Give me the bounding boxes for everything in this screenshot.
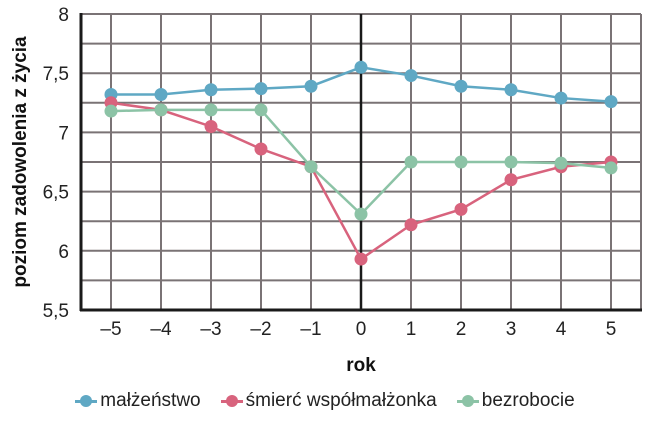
data-point [454,202,468,216]
legend-item-smierc-wspolmalzonka: śmierć współmałżonka [220,390,437,412]
y-tick-label: 6 [58,242,69,263]
data-point [554,156,568,170]
data-point [204,103,218,117]
x-axis-ticks: –5 –4 –3 –2 –1 0 1 2 3 4 5 [100,319,616,340]
series-markers [104,60,618,109]
x-tick-label: 4 [556,319,567,340]
data-point [604,95,618,109]
data-point [354,207,368,221]
data-point [454,79,468,93]
x-tick-label: 3 [506,319,517,340]
x-tick-label: 0 [356,319,367,340]
y-axis-ticks: 5,5 6 6,5 7 7,5 8 [43,5,69,322]
legend-label: małżeństwo [100,390,201,411]
data-point [254,142,268,156]
series-markers [104,103,618,221]
data-point [254,103,268,117]
x-tick-label: –2 [250,319,271,340]
x-tick-label: 1 [406,319,417,340]
x-axis-title: rok [346,355,376,376]
data-point [354,60,368,74]
line-dot-icon [75,394,98,408]
legend-label: bezrobocie [481,390,575,411]
x-tick-label: –1 [300,319,321,340]
data-series [104,60,618,266]
legend-label: śmierć współmałżonka [245,390,437,411]
x-tick-label: –3 [200,319,221,340]
y-tick-label: 6,5 [43,183,69,204]
x-tick-label: 5 [606,319,617,340]
data-point [304,79,318,93]
x-tick-label: –5 [100,319,121,340]
data-point [104,104,118,118]
y-tick-label: 8 [58,5,69,26]
legend-item-malzenstwo: małżeństwo [75,390,201,412]
y-tick-label: 5,5 [43,301,69,322]
data-point [454,155,468,169]
data-point [404,155,418,169]
legend-item-bezrobocie: bezrobocie [456,390,575,412]
line-dot-icon [456,394,479,408]
data-point [604,161,618,175]
data-point [254,82,268,96]
data-point [554,91,568,105]
line-chart: 5,5 6 6,5 7 7,5 8 –5 –4 –3 –2 –1 0 1 2 3 4 5 poziom zad… [10,5,642,376]
data-point [354,252,368,266]
data-point [304,160,318,174]
data-point [404,69,418,83]
data-point [204,119,218,133]
data-point [504,155,518,169]
x-tick-label: 2 [456,319,467,340]
data-point [154,88,168,102]
data-point [154,103,168,117]
y-tick-label: 7 [58,123,69,144]
line-dot-icon [220,394,243,408]
y-tick-label: 7,5 [43,64,69,85]
data-point [504,83,518,97]
x-tick-label: –4 [150,319,172,340]
y-axis-title: poziom zadowolenia z życia [10,36,31,288]
data-point [404,218,418,232]
data-point [504,173,518,187]
legend: małżeństwo śmierć współmałżonka bezroboc… [0,390,650,412]
data-point [204,83,218,97]
